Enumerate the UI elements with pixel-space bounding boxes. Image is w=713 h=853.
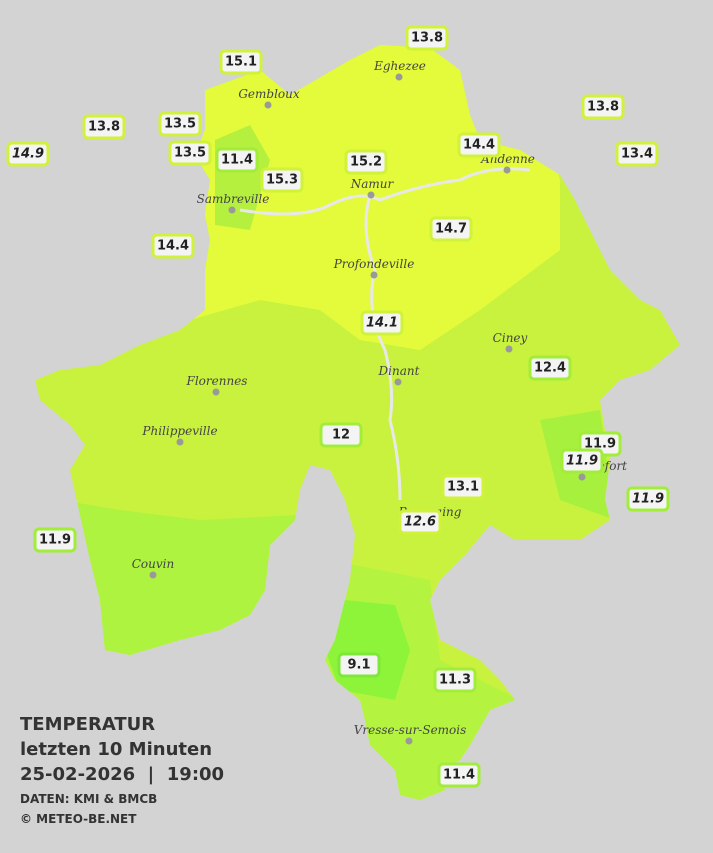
town-dot xyxy=(367,191,375,199)
town-dot xyxy=(578,473,586,481)
station-value: 11.9 xyxy=(39,533,71,548)
station-value: 14.4 xyxy=(157,239,189,254)
station-value: 11.9 xyxy=(632,492,664,507)
town-dot xyxy=(395,73,403,81)
town-label: Namur xyxy=(350,177,395,191)
station-value: 12 xyxy=(332,428,350,443)
station-box xyxy=(215,147,259,173)
station-value: 9.1 xyxy=(347,658,370,673)
station-value: 11.9 xyxy=(584,437,616,452)
station-box xyxy=(260,167,304,193)
station-box xyxy=(168,140,212,166)
town-dot xyxy=(264,101,272,109)
station-value: 14.7 xyxy=(435,222,467,237)
station-box xyxy=(319,422,363,448)
station-value: 13.8 xyxy=(587,100,619,115)
station-value: 11.4 xyxy=(443,768,475,783)
station-value: 11.9 xyxy=(566,454,598,469)
station-box xyxy=(457,132,501,158)
station-box xyxy=(337,652,381,678)
station-box xyxy=(158,111,202,137)
town-label: Gembloux xyxy=(238,87,300,101)
town-label: Vresse-sur-Semois xyxy=(354,723,467,737)
station-value: 15.2 xyxy=(350,155,382,170)
station-value: 14.1 xyxy=(366,316,398,331)
station-box xyxy=(626,486,670,512)
town-label: Profondeville xyxy=(333,257,415,271)
station-value: 13.8 xyxy=(411,31,443,46)
station-box xyxy=(560,448,604,474)
town-label: Ciney xyxy=(493,331,528,345)
town-label: Florennes xyxy=(186,374,248,388)
town-label: Eghezee xyxy=(373,59,426,73)
station-value: 13.4 xyxy=(621,147,653,162)
station-box xyxy=(441,474,485,500)
station-box xyxy=(433,667,477,693)
station-box xyxy=(344,149,388,175)
station-value: 13.1 xyxy=(447,480,479,495)
station-box xyxy=(437,762,481,788)
station-value: 13.8 xyxy=(88,120,120,135)
town-label: Sambreville xyxy=(197,192,270,206)
station-value: 14.4 xyxy=(463,138,495,153)
towns: EghezeeGemblouxAndenneNamurSambrevillePr… xyxy=(132,59,627,745)
town-dot xyxy=(505,345,513,353)
station-value: 13.5 xyxy=(174,146,206,161)
station-value: 15.1 xyxy=(225,55,257,70)
station-box xyxy=(398,509,442,535)
station-value: 11.3 xyxy=(439,673,471,688)
station-value: 12.6 xyxy=(404,515,436,530)
town-dot xyxy=(394,378,402,386)
station-box xyxy=(429,216,473,242)
town-dot xyxy=(405,737,413,745)
station-box xyxy=(151,233,195,259)
station-box xyxy=(33,527,77,553)
legend-subtitle: letzten 10 Minuten xyxy=(20,739,212,760)
station-box xyxy=(405,25,449,51)
station-box xyxy=(528,355,572,381)
station-value: 13.5 xyxy=(164,117,196,132)
station-value: 12.4 xyxy=(534,361,566,376)
town-dot xyxy=(228,206,236,214)
station-value: 11.4 xyxy=(221,153,253,168)
station-box xyxy=(360,310,404,336)
station-box xyxy=(219,49,263,75)
station-box xyxy=(581,94,625,120)
legend-title: TEMPERATUR xyxy=(20,714,155,735)
town-dot xyxy=(503,166,511,174)
town-dot xyxy=(176,438,184,446)
legend-datetime: 25-02-2026 | 19:00 xyxy=(20,764,224,785)
town-label: Dinant xyxy=(378,364,420,378)
town-dot xyxy=(370,271,378,279)
station-box xyxy=(6,141,50,167)
legend: TEMPERATUR letzten 10 Minuten 25-02-2026… xyxy=(20,714,224,826)
town-label: Couvin xyxy=(132,557,174,571)
stations: 13.8 15.1 13.8 13.8 13.5 14.9 13.5 11.4 15.2 14.4… xyxy=(6,25,670,788)
legend-source: DATEN: KMI & BMCB xyxy=(20,792,157,806)
station-box xyxy=(82,114,126,140)
station-value: 15.3 xyxy=(266,173,298,188)
town-dot xyxy=(149,571,157,579)
town-label: Philippeville xyxy=(141,424,217,438)
town-dot xyxy=(212,388,220,396)
station-box xyxy=(615,141,659,167)
legend-copyright: © METEO-BE.NET xyxy=(20,812,137,826)
station-value: 14.9 xyxy=(12,147,44,162)
